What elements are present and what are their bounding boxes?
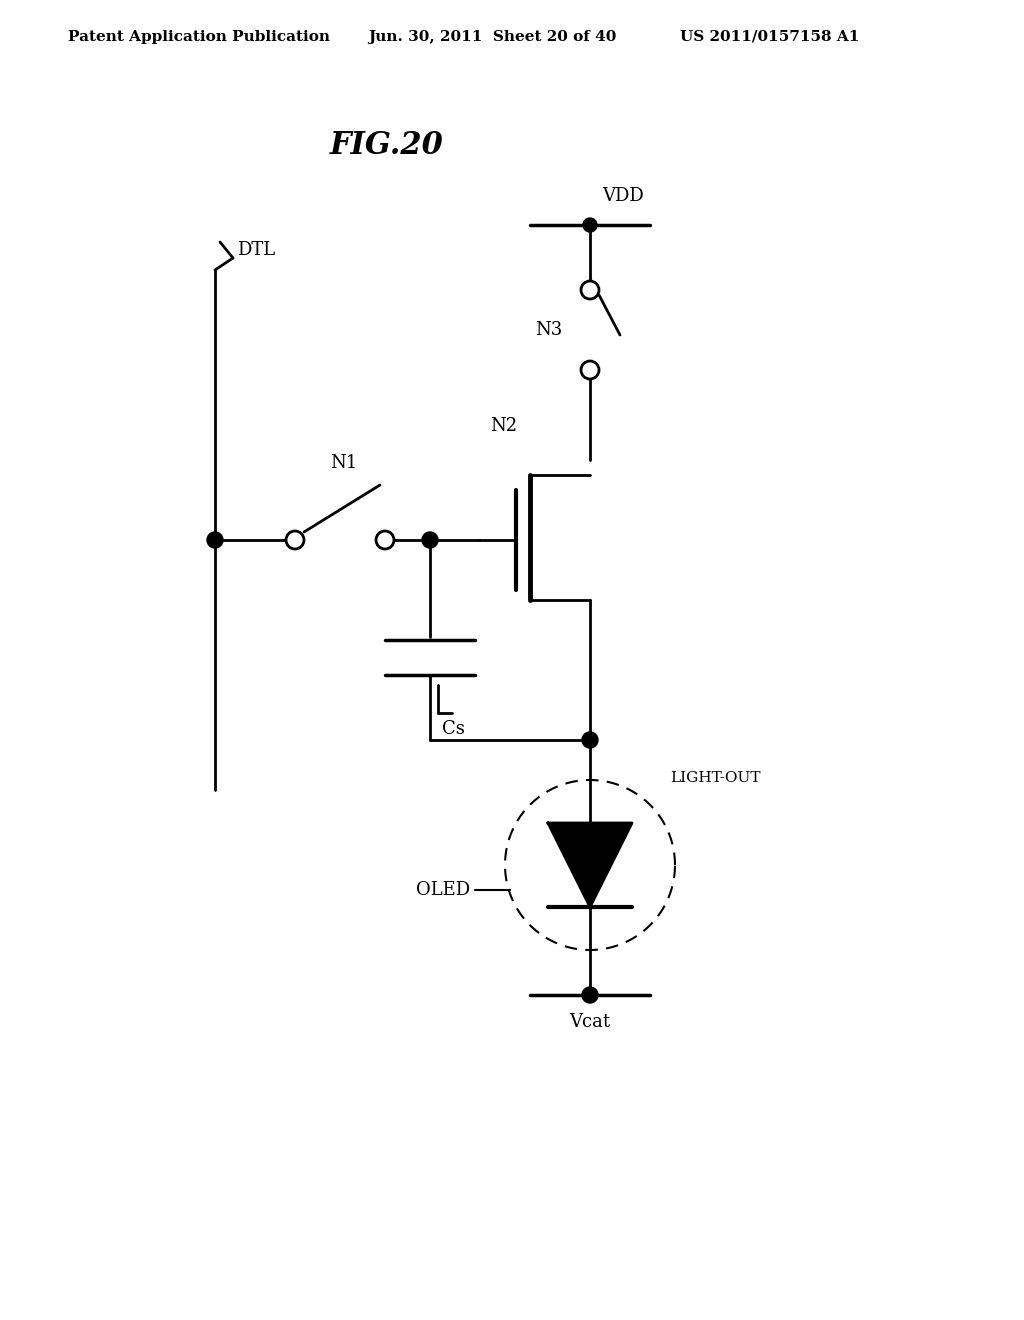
Polygon shape [548,822,632,907]
Text: N3: N3 [535,321,562,339]
Circle shape [581,360,599,379]
Circle shape [581,281,599,300]
Text: N1: N1 [330,454,357,473]
Circle shape [376,531,394,549]
Text: VDD: VDD [602,187,644,205]
Circle shape [583,218,597,232]
Text: Patent Application Publication: Patent Application Publication [68,30,330,44]
Text: DTL: DTL [237,242,275,259]
Text: Cs: Cs [442,719,465,738]
Text: Jun. 30, 2011  Sheet 20 of 40: Jun. 30, 2011 Sheet 20 of 40 [368,30,616,44]
Circle shape [582,733,598,748]
Circle shape [207,532,223,548]
Text: US 2011/0157158 A1: US 2011/0157158 A1 [680,30,859,44]
Circle shape [582,987,598,1003]
Text: N2: N2 [490,417,517,436]
Text: Vcat: Vcat [569,1012,610,1031]
Circle shape [286,531,304,549]
Text: FIG.20: FIG.20 [330,129,443,161]
Text: OLED: OLED [416,880,470,899]
Circle shape [422,532,438,548]
Text: LIGHT-OUT: LIGHT-OUT [670,771,761,785]
